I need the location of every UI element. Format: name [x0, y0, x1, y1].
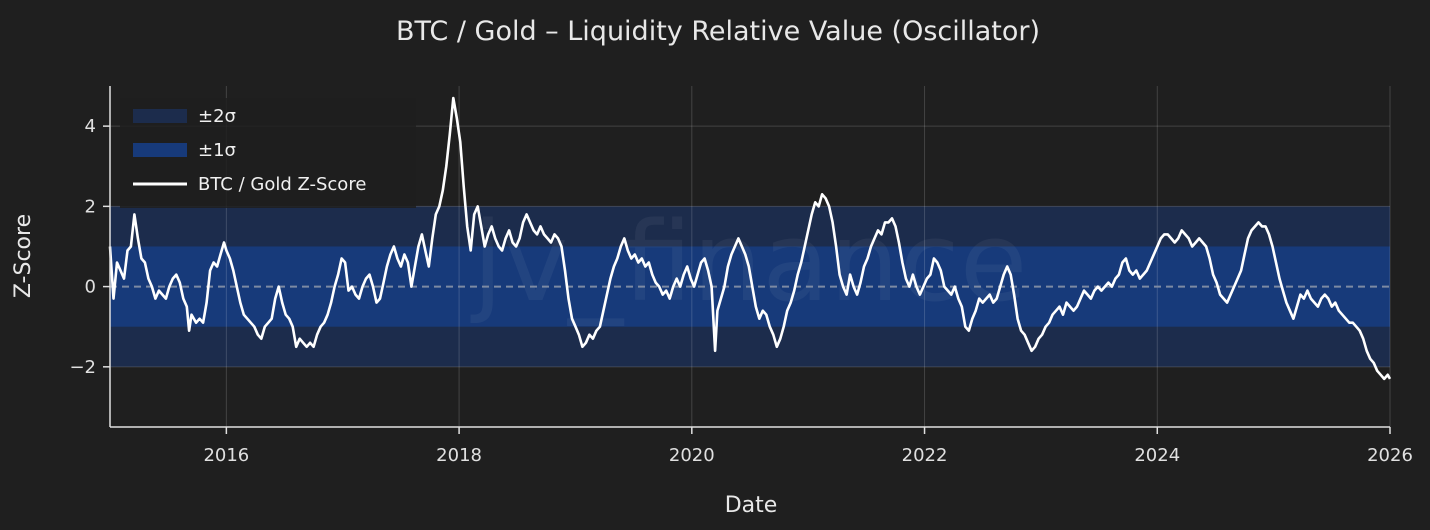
x-tick-label-2022: 2022 — [902, 445, 948, 466]
y-tick-label-2: 2 — [85, 196, 96, 217]
y-tick-label-0: −2 — [69, 357, 96, 378]
x-axis-title: Date — [725, 493, 778, 518]
legend-label-one-sigma: ±1σ — [198, 140, 236, 161]
x-tick-label-2024: 2024 — [1134, 445, 1180, 466]
legend-label-two-sigma: ±2σ — [198, 106, 236, 127]
watermark-text: jv_finance — [471, 198, 1028, 326]
y-tick-label-3: 4 — [85, 116, 96, 137]
y-tick-label-1: 0 — [85, 277, 96, 298]
legend-swatch-two-sigma — [133, 109, 187, 123]
x-tick-label-2016: 2016 — [203, 445, 249, 466]
x-tick-label-2018: 2018 — [436, 445, 482, 466]
legend: ±2σ ±1σ BTC / Gold Z-Score — [120, 98, 416, 208]
series-line-btc-gold-zscore — [108, 96, 1392, 381]
x-tick-label-2026: 2026 — [1367, 445, 1413, 466]
legend-swatch-one-sigma — [133, 143, 187, 157]
y-axis-title: Z-Score — [11, 214, 36, 298]
chart-title: BTC / Gold – Liquidity Relative Value (O… — [396, 16, 1040, 47]
x-tick-label-2020: 2020 — [669, 445, 715, 466]
plot-area: jv_finance 2016 2018 2020 2022 2024 2026 −2 0 2 4 — [69, 86, 1413, 466]
legend-label-zscore: BTC / Gold Z-Score — [198, 174, 366, 195]
